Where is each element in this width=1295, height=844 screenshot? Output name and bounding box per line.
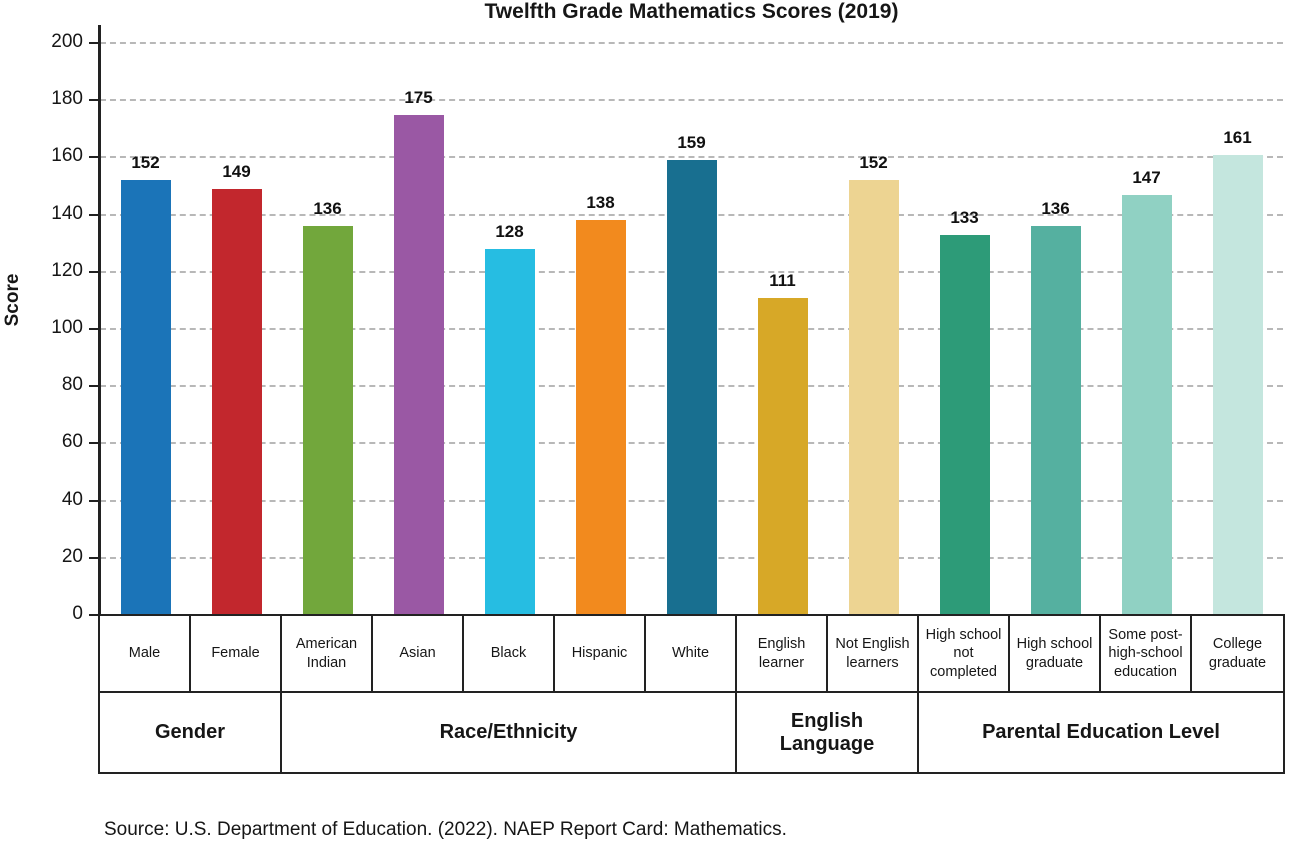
category-cell: High school not completed	[919, 616, 1010, 693]
bar-value-label: 138	[586, 193, 615, 213]
gridline	[100, 99, 1283, 102]
bar-value-label: 128	[495, 221, 524, 241]
bar-value-label: 161	[1223, 127, 1252, 147]
chart-title: Twelfth Grade Mathematics Scores (2019)	[484, 0, 899, 23]
group-cell: Parental Education Level	[919, 693, 1283, 772]
bar	[757, 297, 808, 615]
bar-value-label: 149	[222, 161, 251, 181]
category-cell: College graduate	[1192, 616, 1283, 693]
y-tick-mark	[89, 385, 100, 388]
bar	[666, 160, 717, 615]
bar	[120, 180, 171, 615]
group-cell: English Language	[737, 693, 919, 772]
bar	[1030, 226, 1081, 615]
y-tick-mark	[89, 99, 100, 102]
bar	[1212, 154, 1263, 615]
y-tick-label: 60	[61, 431, 83, 453]
y-tick-label: 200	[51, 31, 83, 52]
y-tick-mark	[89, 328, 100, 330]
category-row: Male Female American Indian Asian Black Hispa…	[100, 616, 1283, 693]
group-label: Race/Ethnicity	[439, 721, 578, 743]
category-cell: High school graduate	[1010, 616, 1101, 693]
bar	[211, 188, 262, 615]
y-tick-mark	[89, 499, 100, 502]
bar-value-label: 111	[769, 270, 796, 290]
y-tick-mark	[89, 556, 100, 559]
y-tick-label: 0	[72, 603, 83, 624]
source-note: Source: U.S. Department of Education. (2…	[104, 819, 787, 840]
y-tick-mark	[89, 614, 100, 616]
category-cell: English learner	[737, 616, 828, 693]
group-label: Parental Education Level	[982, 721, 1220, 743]
category-cell: Male	[100, 616, 191, 693]
category-cell: Female	[191, 616, 282, 693]
bar	[393, 114, 444, 615]
bar-value-label: 136	[313, 199, 342, 219]
bar-value-label: 136	[1041, 199, 1070, 219]
group-cell: Race/Ethnicity	[282, 693, 737, 772]
y-tick-label: 160	[51, 145, 83, 167]
bar	[1121, 194, 1172, 615]
category-cell: Hispanic	[555, 616, 646, 693]
category-cell: Black	[464, 616, 555, 693]
bar-value-label: 147	[1132, 167, 1161, 187]
group-label: Gender	[154, 721, 226, 743]
y-tick-label: 140	[51, 202, 83, 224]
bar	[939, 234, 990, 615]
bar	[302, 226, 353, 615]
y-tick-mark	[89, 442, 100, 445]
category-cell: White	[646, 616, 737, 693]
bar-value-label: 133	[950, 207, 979, 227]
gridline	[100, 42, 1283, 44]
y-tick-label: 100	[51, 317, 83, 338]
category-cell: Some post-high-school education	[1101, 616, 1192, 693]
y-tick-label: 40	[61, 488, 83, 510]
y-tick-mark	[89, 270, 100, 273]
category-cell: Asian	[373, 616, 464, 693]
y-axis-line	[98, 25, 101, 615]
y-tick-label: 120	[51, 259, 83, 281]
group-label: English Language	[779, 709, 875, 755]
bar-value-label: 175	[404, 87, 433, 107]
bar	[484, 248, 535, 615]
y-tick-label: 180	[51, 88, 83, 110]
category-cell: American Indian	[282, 616, 373, 693]
bar-value-label: 152	[131, 153, 160, 173]
bar-value-label: 159	[677, 133, 706, 153]
bar	[848, 180, 899, 615]
category-cell: Not English learners	[828, 616, 919, 693]
y-tick-label: 80	[61, 374, 83, 396]
y-tick-mark	[89, 213, 100, 216]
bar	[575, 220, 626, 615]
y-tick-mark	[89, 42, 100, 44]
group-row: Gender Race/Ethnicity English Language Pare…	[100, 693, 1283, 772]
group-cell: Gender	[100, 693, 282, 772]
bar-value-label: 152	[859, 153, 888, 173]
gridline	[100, 156, 1283, 159]
category-table: Male Female American Indian Asian Black Hispa…	[98, 614, 1285, 774]
y-tick-label: 20	[61, 545, 83, 567]
y-tick-mark	[89, 156, 100, 159]
